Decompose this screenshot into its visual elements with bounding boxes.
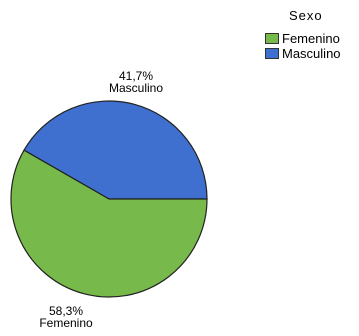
legend-swatch-femenino — [265, 33, 279, 44]
slice-value-masculino: 41,7% — [118, 69, 154, 83]
pie-slices — [10, 100, 208, 298]
legend-item-femenino: Femenino — [265, 31, 341, 46]
slice-label-masculino: 41,7% Masculino — [109, 70, 163, 94]
pie-slice-masculino — [23, 100, 208, 200]
slice-value-femenino: 58,3% — [48, 304, 84, 318]
slice-label-femenino: 58,3% Femenino — [39, 305, 92, 329]
legend-title: Sexo — [289, 8, 323, 23]
legend-swatch-masculino — [265, 48, 279, 59]
slice-name-femenino: Femenino — [39, 316, 93, 330]
legend-item-masculino: Masculino — [265, 46, 341, 61]
slice-name-masculino: Masculino — [108, 81, 164, 95]
legend-label-masculino: Masculino — [282, 46, 341, 61]
legend: Sexo Femenino Masculino — [265, 8, 341, 61]
legend-label-femenino: Femenino — [282, 31, 340, 46]
pie-slice-femenino — [10, 149, 208, 298]
